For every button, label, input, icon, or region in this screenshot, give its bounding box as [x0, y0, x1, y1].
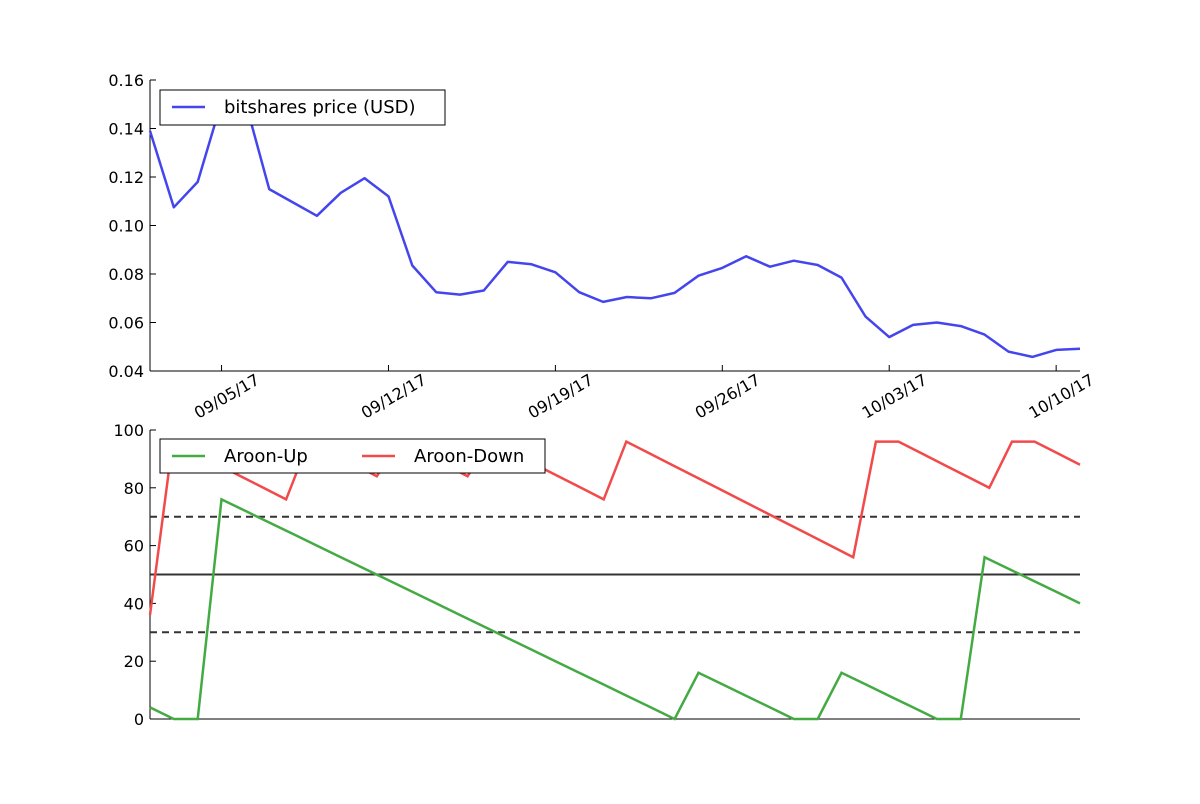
price-ytick-label: 0.16 [108, 71, 144, 90]
aroon-legend-label: Aroon-Down [414, 446, 524, 467]
price-legend: bitshares price (USD) [159, 89, 446, 126]
aroon-ytick-label: 20 [124, 652, 144, 671]
aroon-ytick-label: 0 [134, 710, 144, 729]
price-legend-box [159, 89, 446, 126]
aroon-legend-box [159, 438, 546, 474]
price-ytick-label: 0.14 [108, 120, 144, 139]
price-ytick-label: 0.10 [108, 217, 144, 236]
aroon-ytick-label: 40 [124, 594, 144, 613]
price-legend-label: bitshares price (USD) [224, 97, 416, 118]
aroon-ytick-label: 60 [124, 537, 144, 556]
price-xtick-label: 10/03/17 [859, 370, 931, 422]
aroon-panel: 0 20 40 60 80 100 Aroon-Up Aroon-Down [113, 421, 1081, 729]
price-xtick-label: 09/12/17 [358, 370, 430, 422]
aroon-legend: Aroon-Up Aroon-Down [159, 438, 546, 474]
price-xtick-label: 10/10/17 [1026, 370, 1098, 422]
price-ytick-label: 0.04 [108, 362, 144, 381]
price-xtick-label: 09/26/17 [692, 370, 764, 422]
price-ytick-label: 0.08 [108, 265, 144, 284]
price-panel: 0.04 0.06 0.08 0.10 0.12 0.14 0.16 09/05/17 09/1… [108, 71, 1097, 422]
price-xtick-label: 09/19/17 [525, 370, 597, 422]
aroon-ytick-label: 100 [113, 421, 144, 440]
price-ytick-label: 0.06 [108, 314, 144, 333]
price-series-line [148, 100, 1081, 359]
price-ytick-label: 0.12 [108, 168, 144, 187]
aroon-ytick-label: 80 [124, 479, 144, 498]
aroon-legend-label: Aroon-Up [224, 446, 308, 467]
price-xtick-label: 09/05/17 [191, 370, 263, 422]
aroon-series-line [149, 497, 1081, 721]
